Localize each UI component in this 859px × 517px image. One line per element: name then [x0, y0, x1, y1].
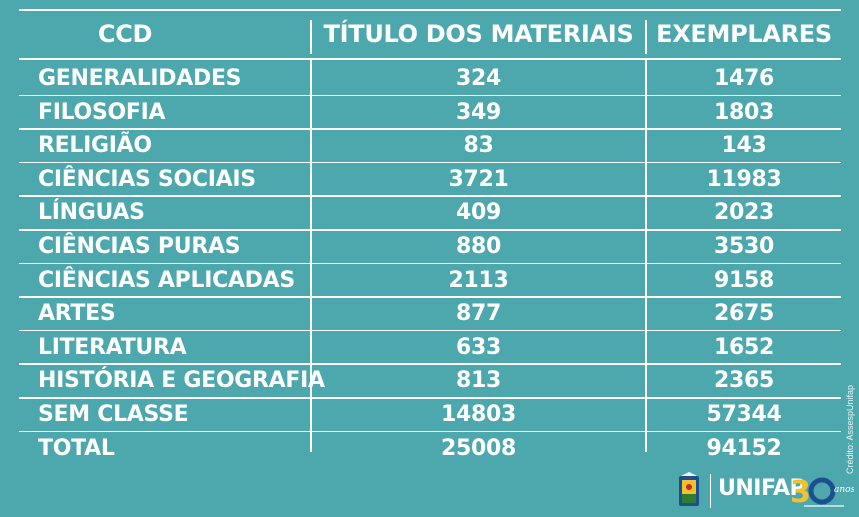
row-titulos-value: 324	[455, 66, 502, 91]
row-titulos-value: 14803	[440, 402, 517, 427]
row-exemplares-value: 2675	[713, 301, 775, 327]
table-top-border	[19, 9, 841, 11]
row-divider	[19, 329, 841, 332]
row-exemplares-value: 9158	[713, 267, 775, 293]
photo-credit: Crédito: AssespUnifap	[845, 384, 855, 474]
header-exemplares: EXEMPLARES	[656, 20, 832, 48]
row-ccd-label: CIÊNCIAS APLICADAS	[38, 267, 295, 293]
anniversary-30-years-logo: 3 anos	[790, 475, 854, 510]
row-titulos-value: 349	[455, 99, 502, 125]
row-exemplares-value: 1803	[713, 99, 775, 125]
row-exemplares-value: 2365	[713, 368, 775, 394]
svg-text:anos: anos	[834, 485, 854, 495]
row-ccd-label: RELIGIÃO	[38, 133, 152, 159]
row-divider	[19, 128, 841, 130]
header-column-divider-2	[645, 20, 647, 54]
row-divider	[19, 94, 841, 97]
row-exemplares-value: 1652	[713, 334, 775, 360]
row-ccd-label: TOTAL	[38, 435, 115, 461]
row-ccd-label: CIÊNCIAS PURAS	[38, 234, 241, 259]
header-divider	[19, 58, 841, 60]
row-ccd-label: FILOSOFIA	[38, 99, 166, 125]
row-titulos-value: 813	[455, 368, 502, 394]
header-column-divider-1	[310, 20, 312, 54]
row-exemplares-value: 143	[721, 133, 767, 159]
row-titulos-value: 633	[455, 334, 502, 360]
row-ccd-label: ARTES	[38, 301, 116, 327]
header-titulos: TÍTULO DOS MATERIAIS	[323, 20, 634, 48]
row-titulos-value: 877	[455, 301, 502, 327]
svg-text:3: 3	[790, 475, 811, 510]
row-divider	[19, 229, 841, 231]
row-titulos-value: 3721	[448, 166, 509, 192]
row-divider	[19, 397, 841, 399]
row-titulos-value: 880	[455, 234, 502, 259]
row-ccd-label: LÍNGUAS	[38, 200, 145, 226]
row-titulos-value: 83	[463, 133, 494, 159]
column-divider-1	[310, 60, 312, 452]
row-exemplares-value: 57344	[706, 402, 782, 427]
row-divider	[19, 430, 841, 433]
row-titulos-value: 2113	[448, 267, 509, 293]
row-exemplares-value: 2023	[713, 200, 775, 226]
row-titulos-value: 25008	[440, 435, 517, 461]
row-ccd-label: LITERATURA	[38, 334, 187, 360]
row-divider	[19, 195, 841, 197]
row-divider	[19, 363, 841, 365]
row-exemplares-value: 11983	[706, 166, 782, 192]
row-exemplares-value: 3530	[713, 234, 775, 259]
row-divider	[19, 296, 841, 298]
row-divider	[19, 262, 841, 265]
row-ccd-label: SEM CLASSE	[38, 402, 189, 427]
row-titulos-value: 409	[455, 200, 502, 226]
row-ccd-label: CIÊNCIAS SOCIAIS	[38, 166, 256, 192]
row-ccd-label: GENERALIDADES	[38, 66, 242, 91]
row-divider	[19, 161, 841, 164]
row-exemplares-value: 94152	[706, 435, 782, 461]
row-ccd-label: HISTÓRIA E GEOGRAFIA	[38, 368, 325, 394]
university-seal-icon	[679, 472, 699, 506]
header-ccd: CCD	[97, 20, 153, 48]
footer-separator	[710, 474, 711, 508]
unifap-logo: UNIFAP	[718, 476, 806, 501]
column-divider-2	[645, 60, 647, 452]
row-exemplares-value: 1476	[713, 66, 775, 91]
